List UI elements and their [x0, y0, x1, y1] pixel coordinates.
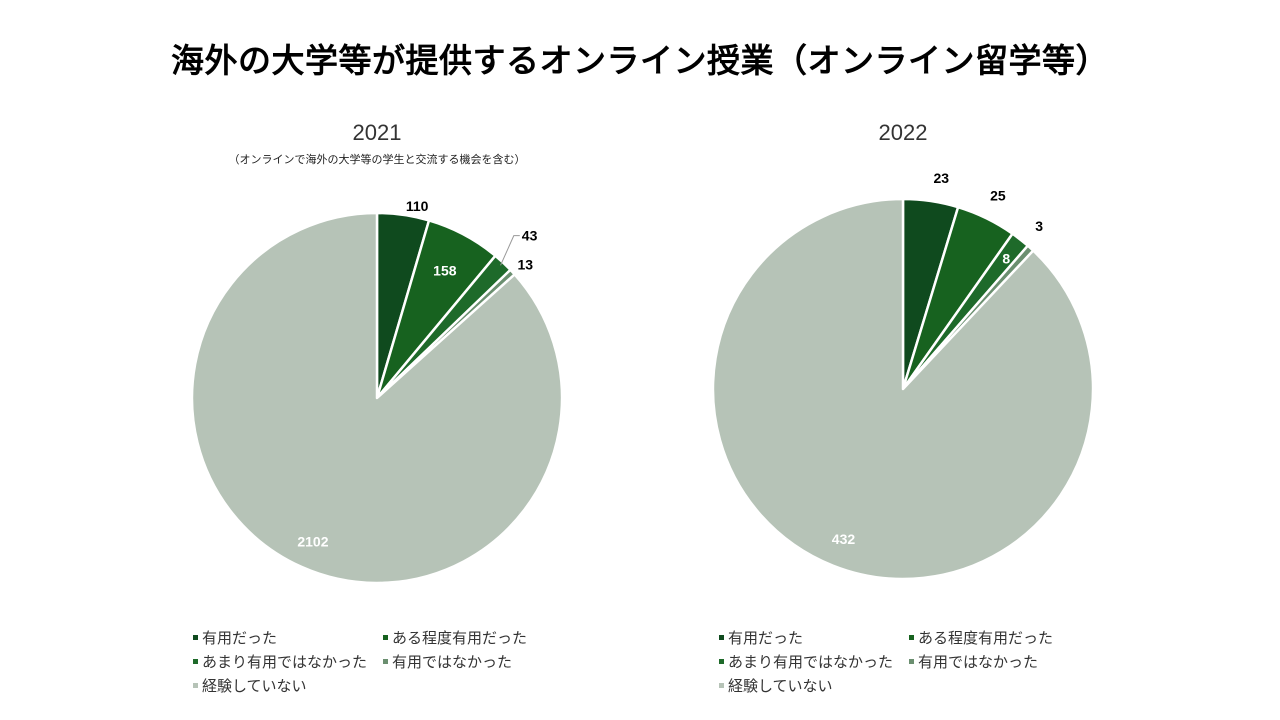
data-label: 8: [1002, 250, 1010, 266]
legend-swatch: [909, 635, 914, 640]
legend-swatch: [193, 659, 198, 664]
legend-label: 有用だった: [202, 629, 278, 647]
legend-item: あまり有用ではなかった: [193, 651, 367, 672]
legend-item: あまり有用ではなかった: [719, 651, 893, 672]
legend-item: 有用ではなかった: [383, 651, 512, 672]
legend-label: ある程度有用だった: [392, 629, 528, 647]
legend-swatch: [909, 659, 914, 664]
chart-subtitle: （オンラインで海外の大学等の学生と交流する機会を含む）: [228, 153, 526, 166]
legend-swatch: [383, 635, 388, 640]
legend-swatch: [383, 659, 388, 664]
leader-line: [500, 235, 520, 266]
legend-swatch: [719, 659, 724, 664]
legend-swatch: [719, 683, 724, 688]
data-label: 432: [832, 531, 856, 547]
legend-item: 経験していない: [719, 675, 833, 696]
pie-slice: [711, 197, 1095, 581]
data-label: 2102: [297, 534, 328, 550]
legend-label: 有用ではなかった: [918, 653, 1039, 671]
legend-item: 経験していない: [193, 675, 307, 696]
chart-title: 2022: [878, 120, 928, 145]
legend-label: あまり有用ではなかった: [728, 653, 894, 671]
chart-title: 2021: [352, 120, 402, 145]
legend-swatch: [193, 635, 198, 640]
pie-chart-2021: 2021 （オンラインで海外の大学等の学生と交流する機会を含む） 110 158 4…: [97, 110, 657, 710]
pie-svg: 110 158 43 13 2102: [190, 198, 564, 585]
legend-label: ある程度有用だった: [918, 629, 1054, 647]
legend-swatch: [719, 635, 724, 640]
legend-label: 有用だった: [728, 629, 804, 647]
data-label: 3: [1035, 218, 1043, 234]
legend-item: ある程度有用だった: [909, 627, 1053, 648]
legend-label: あまり有用ではなかった: [202, 653, 368, 671]
legend-item: 有用だった: [719, 627, 803, 648]
legend-label: 経験していない: [202, 677, 307, 695]
legend-item: ある程度有用だった: [383, 627, 527, 648]
data-label: 110: [406, 198, 429, 214]
data-label: 13: [517, 256, 533, 272]
data-label: 23: [933, 170, 949, 186]
legend-label: 経験していない: [728, 677, 833, 695]
legend-swatch: [193, 683, 198, 688]
legend-item: 有用ではなかった: [909, 651, 1038, 672]
pie-svg: 23 25 8 3 432: [711, 170, 1095, 581]
pie-chart-2022: 2022 23 25 8 3 432 有用だった ある程度有用だったあまり有用ではなかった…: [623, 110, 1183, 710]
legend-item: 有用だった: [193, 627, 277, 648]
data-label: 25: [990, 188, 1006, 204]
legend-label: 有用ではなかった: [392, 653, 513, 671]
pie-slice: [190, 211, 564, 585]
data-label: 43: [522, 228, 538, 244]
page-title: 海外の大学等が提供するオンライン授業（オンライン留学等）: [171, 41, 1109, 80]
data-label: 158: [433, 263, 457, 279]
